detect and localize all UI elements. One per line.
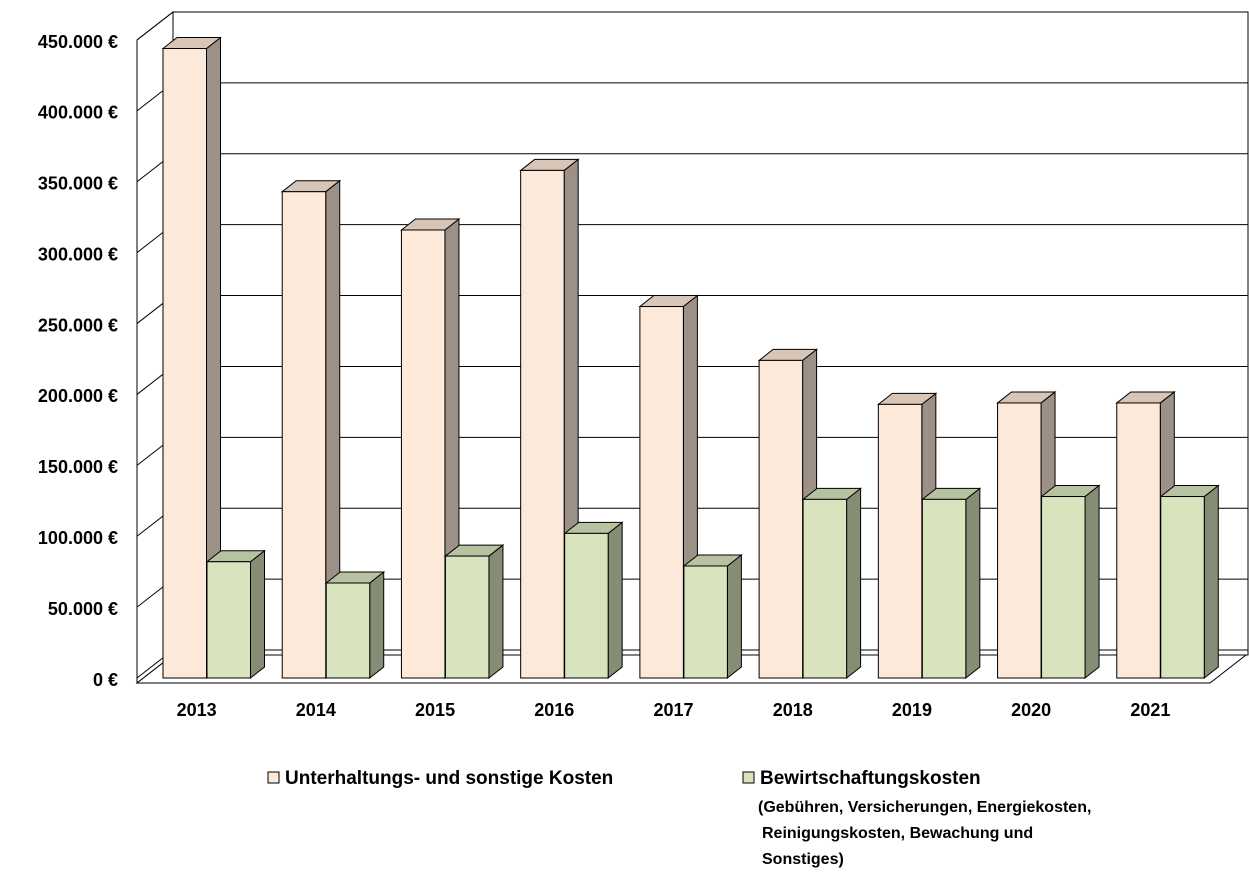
- y-tick-label: 150.000 €: [38, 457, 118, 477]
- legend-note: Reinigungskosten, Bewachung und: [762, 825, 1033, 842]
- bar: [921, 498, 967, 679]
- legend-swatch: [267, 771, 280, 784]
- x-tick-label: 2018: [773, 700, 813, 720]
- bar: [1041, 496, 1086, 679]
- y-tick-label: 450.000 €: [38, 32, 118, 52]
- bar: [564, 532, 609, 679]
- bar: [683, 565, 728, 679]
- bar: [997, 402, 1042, 679]
- bar: [444, 555, 490, 679]
- bar: [162, 48, 207, 679]
- bar: [206, 561, 251, 679]
- bar-side: [1084, 484, 1100, 680]
- y-tick-label: 300.000 €: [38, 244, 118, 264]
- bar-side: [369, 570, 385, 680]
- bar: [325, 582, 371, 679]
- legend-swatch: [742, 771, 755, 784]
- bar: [400, 229, 446, 679]
- y-tick-label: 0 €: [93, 670, 118, 690]
- y-tick-label: 250.000 €: [38, 315, 118, 335]
- x-tick-label: 2020: [1011, 700, 1051, 720]
- bar: [520, 169, 565, 679]
- y-tick-label: 350.000 €: [38, 174, 118, 194]
- bar-side: [607, 521, 623, 680]
- y-tick-label: 50.000 €: [48, 599, 118, 619]
- bar: [802, 498, 848, 679]
- bar: [758, 359, 804, 679]
- legend-label: Unterhaltungs- und sonstige Kosten: [285, 768, 613, 789]
- bar-side: [726, 553, 742, 680]
- x-tick-label: 2021: [1130, 700, 1170, 720]
- bar-side: [250, 549, 265, 680]
- bar-side: [1203, 484, 1219, 680]
- x-tick-label: 2017: [653, 700, 693, 720]
- x-tick-label: 2015: [415, 700, 455, 720]
- bar-side: [965, 487, 981, 680]
- bar: [1160, 496, 1205, 679]
- y-tick-label: 100.000 €: [38, 528, 118, 548]
- bar: [281, 191, 327, 679]
- y-tick-label: 200.000 €: [38, 386, 118, 406]
- bar: [639, 306, 684, 679]
- bar-side: [488, 544, 504, 680]
- x-tick-label: 2016: [534, 700, 574, 720]
- y-tick-label: 400.000 €: [38, 103, 118, 123]
- legend-note: (Gebühren, Versicherungen, Energiekosten…: [758, 799, 1091, 816]
- bar: [1116, 402, 1161, 679]
- legend-label: Bewirtschaftungskosten: [760, 768, 981, 789]
- x-tick-label: 2014: [296, 700, 336, 720]
- x-tick-label: 2019: [892, 700, 932, 720]
- legend-note: Sonstiges): [762, 851, 844, 868]
- bar-side: [846, 487, 862, 680]
- bar: [877, 403, 923, 679]
- x-tick-label: 2013: [177, 700, 217, 720]
- side-grid-line: [136, 11, 174, 41]
